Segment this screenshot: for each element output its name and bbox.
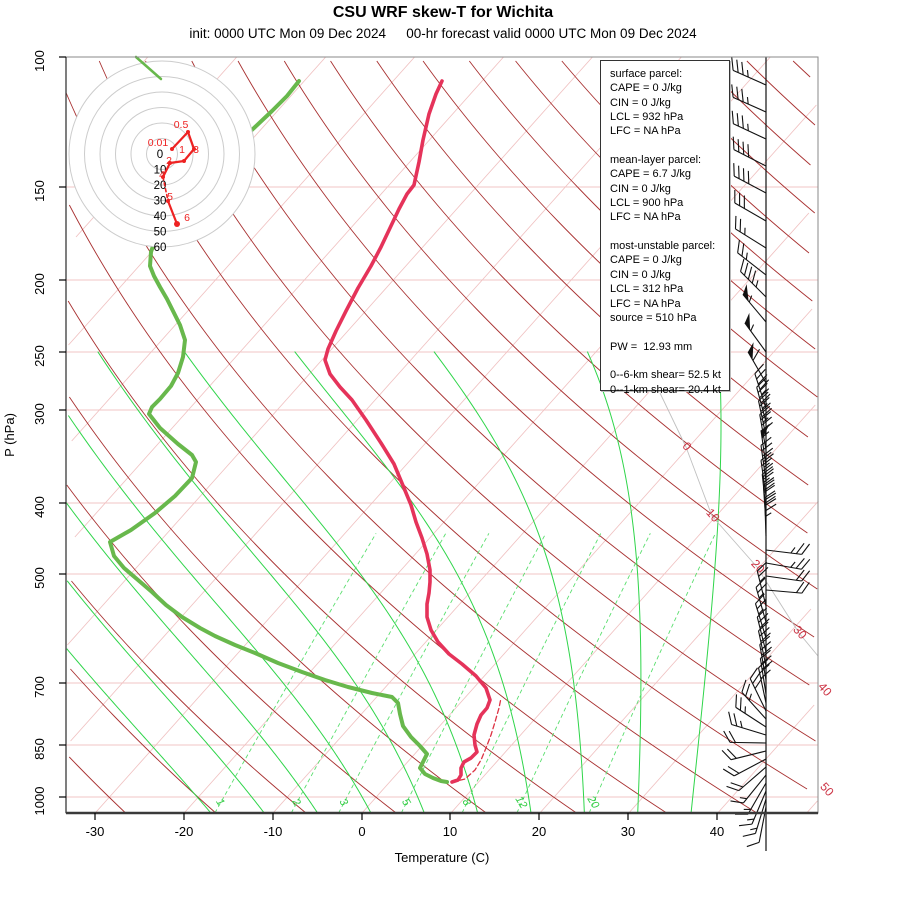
info-box-line [610, 325, 729, 339]
info-box-line: PW = 12.93 mm [610, 340, 693, 353]
info-box-line: mean-layer parcel: [610, 154, 702, 167]
info-box-line [610, 225, 729, 239]
svg-text:0: 0 [680, 439, 695, 454]
svg-text:500: 500 [32, 567, 47, 589]
svg-text:5: 5 [399, 797, 413, 809]
info-box-line: CIN = 0 J/kg [610, 268, 671, 281]
svg-text:10: 10 [443, 824, 457, 839]
info-box-line: CAPE = 0 J/kg [610, 82, 682, 95]
svg-text:5: 5 [167, 191, 173, 203]
svg-text:0: 0 [358, 824, 365, 839]
svg-text:50: 50 [817, 780, 837, 800]
info-box-line: most-unstable parcel: [610, 240, 716, 253]
info-box-line: CAPE = 0 J/kg [610, 254, 682, 267]
info-box-line: 0--6-km shear= 52.5 kt [610, 369, 721, 382]
svg-text:200: 200 [32, 273, 47, 295]
page-title: CSU WRF skew-T for Wichita [332, 4, 554, 21]
plot-frame [65, 56, 819, 815]
svg-text:8: 8 [460, 797, 474, 809]
info-box-line [610, 354, 729, 368]
info-box-line: CAPE = 6.7 J/kg [610, 168, 692, 181]
svg-text:20: 20 [584, 793, 602, 811]
info-box-line: CIN = 0 J/kg [610, 182, 671, 195]
svg-text:3: 3 [337, 797, 351, 809]
svg-text:2: 2 [166, 155, 172, 167]
info-box-line: 0--1-km shear= 20.4 kt [610, 383, 721, 396]
svg-text:250: 250 [32, 345, 47, 367]
svg-text:6: 6 [184, 212, 190, 224]
parcel-info-box: surface parcel: CAPE = 0 J/kg CIN = 0 J/kg… [600, 60, 730, 396]
svg-text:4: 4 [159, 169, 165, 181]
x-axis-title: Temperature (C) [395, 850, 490, 865]
svg-text:850: 850 [32, 738, 47, 760]
svg-text:700: 700 [32, 676, 47, 698]
svg-text:300: 300 [32, 403, 47, 425]
info-box-line: LFC = NA hPa [610, 125, 681, 138]
page-subtitle: init: 0000 UTC Mon 09 Dec 2024 00-hr for… [189, 26, 697, 41]
info-box-line: LCL = 932 hPa [610, 111, 684, 124]
svg-text:0: 0 [157, 149, 163, 161]
info-box-line: CIN = 0 J/kg [610, 96, 671, 109]
info-box-line: LFC = NA hPa [610, 297, 681, 310]
svg-text:-30: -30 [86, 824, 105, 839]
svg-text:50: 50 [154, 227, 167, 239]
info-box-line: LCL = 312 hPa [610, 283, 684, 296]
svg-text:20: 20 [154, 180, 167, 192]
svg-text:3: 3 [193, 144, 199, 156]
svg-text:12: 12 [513, 794, 530, 811]
svg-text:60: 60 [154, 242, 167, 254]
svg-text:1: 1 [213, 797, 226, 809]
svg-text:400: 400 [32, 496, 47, 518]
svg-text:150: 150 [32, 180, 47, 202]
svg-text:40: 40 [154, 211, 167, 223]
svg-text:0.01: 0.01 [148, 137, 169, 149]
svg-text:-20: -20 [175, 824, 194, 839]
y-axis-title: P (hPa) [2, 413, 17, 457]
wind-barbs [721, 57, 811, 851]
svg-text:1: 1 [179, 144, 185, 156]
svg-text:0.5: 0.5 [174, 119, 189, 131]
svg-text:30: 30 [154, 196, 167, 208]
svg-text:2: 2 [289, 796, 303, 808]
info-box-line [610, 139, 729, 153]
svg-text:10: 10 [703, 506, 723, 526]
svg-text:1000: 1000 [32, 787, 47, 816]
svg-text:30: 30 [621, 824, 635, 839]
svg-text:20: 20 [532, 824, 546, 839]
parcel-curve [451, 697, 502, 783]
sounding-curves [108, 79, 492, 784]
info-box-line: source = 510 hPa [610, 311, 697, 324]
svg-text:40: 40 [710, 824, 724, 839]
info-box-line: surface parcel: [610, 68, 683, 80]
info-box-line: LFC = NA hPa [610, 211, 681, 224]
svg-text:30: 30 [790, 623, 810, 643]
svg-text:10: 10 [154, 165, 167, 177]
svg-text:-10: -10 [264, 824, 283, 839]
svg-text:100: 100 [32, 50, 47, 72]
info-box-line: LCL = 900 hPa [610, 197, 684, 210]
